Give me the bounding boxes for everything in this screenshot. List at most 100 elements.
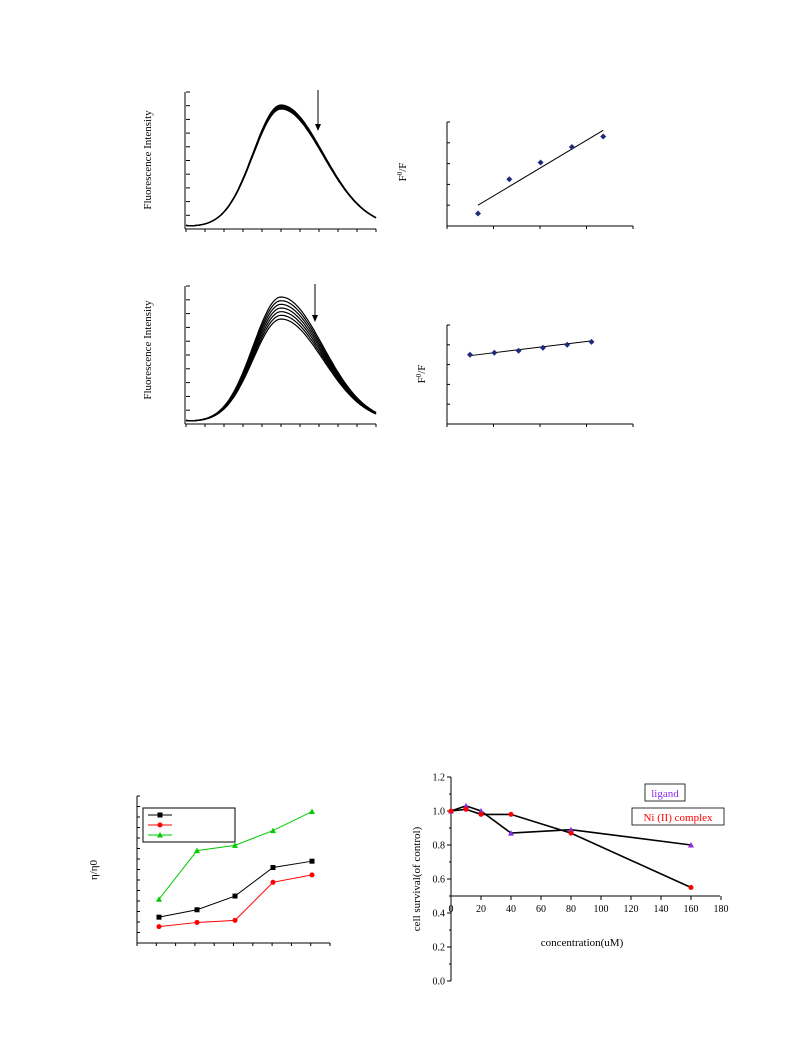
x-tick-label: 40: [506, 904, 516, 915]
survival-point: [568, 826, 574, 833]
viscosity-point: [156, 914, 162, 920]
survival-point: [688, 842, 694, 848]
spectrum-curve: [185, 104, 377, 227]
viscosity-marks: [156, 808, 315, 930]
spectrum-top-y-label: Fluorescence Intensity: [142, 110, 154, 210]
survival-point: [688, 885, 694, 890]
y-tick-label: 0.2: [433, 943, 446, 954]
legend-box-ligand: [644, 783, 686, 802]
data-point: [515, 347, 522, 354]
x-tick-label: 80: [566, 904, 576, 915]
spectrum-bottom-ticks: [185, 285, 377, 427]
spectrum-curve: [185, 105, 377, 227]
sv-bottom-y-label-base: F: [416, 377, 428, 383]
viscosity-point: [232, 842, 238, 848]
legend-box-complex: [631, 807, 725, 826]
spectrum-curve: [185, 107, 377, 227]
viscosity-point: [270, 865, 276, 871]
sv-bottom-y-label-tail: /F: [416, 365, 428, 374]
legend-label-ligand: ligand: [651, 788, 679, 800]
viscosity-panel: η/η0: [88, 795, 331, 946]
cell-survival-panel: 0.0 0.2 0.4 0.6 0.8 1.0 1.2 0 20 40 60 80 100 120 140 1…: [411, 773, 729, 988]
sv-bottom-marks: [467, 338, 595, 358]
y-tick-label: 0.0: [433, 977, 446, 988]
viscosity-ticks: [136, 795, 331, 946]
viscosity-point: [309, 872, 315, 878]
spectrum-top-ticks: [185, 91, 377, 232]
sv-bottom-y-label: F0/F: [415, 365, 428, 384]
cell-survival-marks: [448, 802, 694, 890]
sv-top-panel: F0/F: [396, 121, 634, 229]
data-point: [539, 344, 546, 351]
survival-point: [508, 811, 514, 817]
spectrum-curve: [185, 311, 377, 422]
spectrum-curve: [185, 307, 377, 422]
viscosity-point: [309, 858, 315, 864]
viscosity-legend: [148, 812, 172, 838]
spectrum-bottom-panel: Fluorescence Intensity: [142, 284, 377, 427]
data-point: [537, 159, 544, 166]
viscosity-point: [309, 808, 315, 815]
spectrum-curve: [185, 108, 377, 227]
data-point: [568, 143, 575, 150]
sv-top-ticks: [446, 121, 634, 229]
spectrum-top-arrow-head: [315, 124, 321, 131]
sv-top-y-label-base: F: [397, 175, 409, 181]
viscosity-legend-box: [142, 807, 236, 843]
y-tick-label: 0.4: [433, 909, 446, 920]
spectrum-bottom-curves: [185, 296, 377, 422]
x-tick-label: 60: [536, 904, 546, 915]
spectrum-bottom-arrow-head: [312, 315, 318, 322]
viscosity-y-label: η/η0: [88, 859, 100, 880]
survival-series-line: [450, 805, 692, 846]
data-point: [588, 338, 595, 345]
y-tick-label: 0.6: [433, 875, 446, 886]
survival-point: [478, 811, 484, 817]
data-point: [506, 176, 513, 183]
cell-survival-y-label: cell survival(of control): [411, 826, 423, 931]
y-tick-label: 1.2: [433, 773, 446, 784]
sv-top-y-label-sup: 0: [396, 171, 404, 175]
data-point: [564, 341, 571, 348]
x-tick-label: 180: [714, 904, 729, 915]
legend-label-complex: Ni (II) complex: [643, 812, 713, 824]
sv-top-marks: [475, 129, 607, 217]
survival-point: [508, 830, 514, 836]
spectrum-curve: [185, 318, 377, 422]
cell-survival-ticks: 0.0 0.2 0.4 0.6 0.8 1.0 1.2 0 20 40 60 80 100 120 140 1…: [433, 773, 729, 988]
spectrum-bottom-y-label: Fluorescence Intensity: [142, 300, 154, 400]
x-tick-label: 140: [654, 904, 669, 915]
viscosity-point: [232, 893, 238, 899]
x-tick-label: 0: [449, 904, 454, 915]
data-point: [491, 349, 498, 356]
spectrum-top-panel: Fluorescence Intensity: [142, 90, 377, 232]
survival-point: [448, 808, 454, 814]
sv-bottom-y-label-sup: 0: [415, 373, 423, 377]
data-point: [467, 351, 473, 358]
spectrum-curve: [185, 303, 377, 422]
fit-line: [477, 129, 604, 206]
y-tick-label: 0.8: [433, 841, 446, 852]
data-point: [475, 210, 481, 217]
sv-top-y-label-tail: /F: [397, 163, 409, 172]
legend-swatch-marker: [157, 812, 163, 818]
x-tick-label: 160: [684, 904, 699, 915]
x-tick-label: 120: [624, 904, 639, 915]
spectrum-curve: [185, 314, 377, 422]
viscosity-point: [232, 917, 238, 923]
viscosity-point: [194, 919, 200, 925]
viscosity-point: [156, 896, 162, 902]
x-tick-label: 100: [594, 904, 609, 915]
x-tick-label: 20: [476, 904, 486, 915]
sv-bottom-ticks: [446, 324, 634, 427]
survival-point: [463, 806, 469, 812]
viscosity-point: [270, 879, 276, 885]
cell-survival-x-label: concentration(uM): [541, 937, 624, 949]
survival-point: [463, 802, 469, 809]
fit-line: [469, 340, 592, 357]
spectrum-top-curves: [185, 104, 377, 227]
survival-point: [478, 808, 484, 814]
viscosity-point: [194, 847, 200, 854]
survival-point: [568, 830, 574, 836]
y-tick-label: 1.0: [433, 807, 446, 818]
